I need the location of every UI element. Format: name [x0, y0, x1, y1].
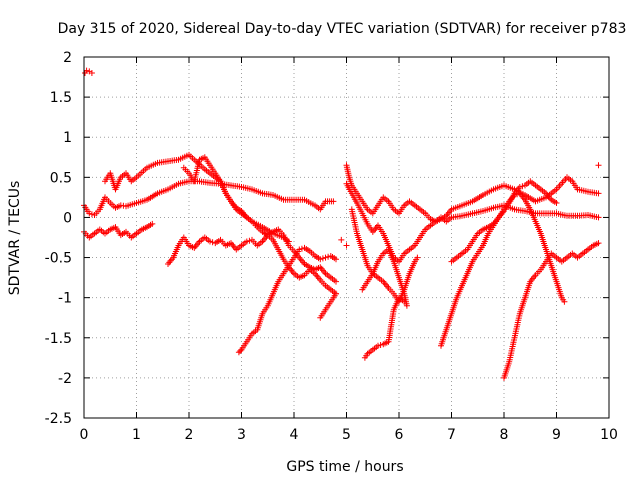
data-point-arc-7 — [322, 254, 329, 261]
data-point-arc-14 — [561, 298, 568, 305]
chart-title: Day 315 of 2020, Sidereal Day-to-day VTE… — [58, 21, 627, 37]
data-point-arc-12 — [377, 342, 384, 348]
x-tick-label: 1 — [132, 427, 141, 443]
data-point-arc-5 — [243, 238, 250, 245]
plot-frame — [83, 56, 610, 419]
data-point-arc-7 — [319, 255, 326, 262]
data-point-arc-4 — [149, 220, 156, 227]
data-point-arc-16 — [595, 240, 602, 247]
data-point-arc-8 — [333, 290, 339, 297]
data-point-arc-7 — [296, 246, 303, 253]
data-point-arc-17 — [595, 162, 602, 169]
data-point-arc-15 — [553, 200, 560, 206]
x-tick-label: 6 — [395, 427, 404, 443]
x-tick-label: 10 — [600, 427, 618, 443]
data-point-arc-2 — [86, 210, 93, 217]
x-tick-label: 4 — [290, 427, 299, 443]
y-axis-label: SDTVAR / TECUs — [7, 181, 23, 296]
y-tick-label: -2 — [58, 371, 72, 387]
y-tick-label: -2.5 — [45, 411, 72, 427]
x-tick-label: 5 — [342, 427, 351, 443]
x-tick-label: 2 — [185, 427, 194, 443]
data-point-arc-7 — [317, 256, 324, 263]
data-point-arc-10 — [595, 214, 602, 221]
data-point-arc-11 — [414, 254, 421, 261]
x-tick-label: 0 — [80, 427, 89, 443]
x-tick-label: 7 — [447, 427, 456, 443]
data-point-arc-13 — [403, 302, 410, 309]
data-point-arc-2 — [330, 198, 337, 205]
data-point-arc-17 — [343, 242, 350, 249]
data-point-arc-5 — [246, 237, 253, 244]
data-point-arc-12 — [375, 342, 381, 349]
y-tick-label: 1 — [63, 130, 72, 146]
y-tick-label: 2 — [63, 50, 72, 66]
data-marks — [81, 67, 602, 381]
y-tick-label: 0 — [63, 210, 72, 226]
y-tick-label: -1 — [58, 291, 72, 307]
x-tick-label: 3 — [237, 427, 246, 443]
y-tick-label: -0.5 — [45, 251, 72, 267]
data-point-arc-1 — [83, 67, 90, 74]
data-point-arc-17 — [338, 236, 345, 243]
data-point-arc-9 — [595, 190, 602, 197]
axis-ticks: 0 1 2 3 4 5 6 7 8 9 10 -2.5 -2 -1.5 -1 -0.5 0 0.5 1 1.5 2 — [45, 50, 618, 443]
grid — [84, 57, 609, 418]
data-point-arc-7 — [237, 348, 244, 354]
y-tick-label: -1.5 — [45, 331, 72, 347]
y-tick-label: 0.5 — [50, 170, 72, 186]
data-point-arc-5 — [333, 278, 339, 285]
data-point-arc-15 — [519, 183, 526, 190]
x-tick-label: 8 — [500, 427, 509, 443]
data-point-arc-5 — [207, 238, 213, 245]
y-tick-label: 1.5 — [50, 90, 72, 106]
data-point-arc-15 — [516, 184, 523, 190]
x-axis-label: GPS time / hours — [286, 459, 403, 475]
x-tick-label: 9 — [552, 427, 561, 443]
data-point-arc-7 — [333, 256, 339, 263]
data-point-arc-1 — [88, 70, 95, 76]
data-point-arc-2 — [88, 211, 95, 218]
